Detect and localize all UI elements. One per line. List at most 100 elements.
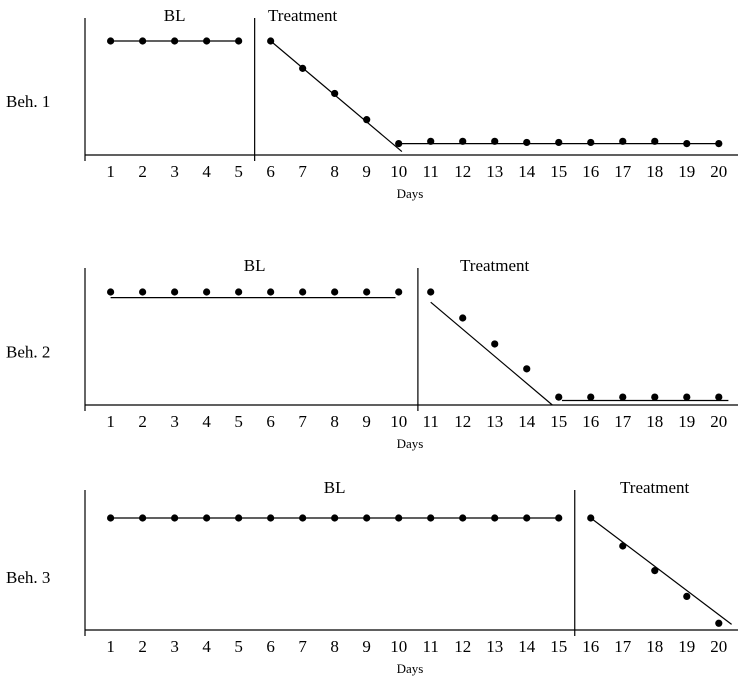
data-point [139,37,147,45]
x-tick-label: 9 [362,637,371,656]
data-point [651,137,659,145]
data-point [171,37,179,45]
x-tick-label: 5 [234,637,243,656]
x-tick-label: 1 [106,637,115,656]
data-point [523,365,531,373]
x-tick-label: 6 [266,412,275,431]
data-point [587,393,595,401]
y-axis-label: Beh. 1 [6,92,50,111]
x-tick-label: 19 [678,412,695,431]
x-tick-label: 16 [582,162,599,181]
x-tick-label: 19 [678,637,695,656]
x-tick-label: 7 [298,162,307,181]
x-tick-label: 2 [138,637,147,656]
x-tick-label: 2 [138,412,147,431]
x-tick-label: 4 [202,637,211,656]
data-point [555,514,563,522]
data-point [491,137,499,145]
x-tick-label: 20 [710,412,727,431]
data-point [139,514,147,522]
data-point [267,514,275,522]
data-point [555,138,563,147]
data-point [235,37,243,45]
data-point [395,288,403,296]
x-tick-label: 13 [486,637,503,656]
data-point [715,619,723,627]
data-point [651,393,659,401]
data-point [203,288,211,296]
phase-label: BL [244,256,266,275]
data-point [235,514,243,522]
x-tick-label: 14 [518,637,536,656]
data-point [683,393,691,401]
x-tick-label: 5 [234,162,243,181]
data-point [395,140,403,148]
data-point [203,514,211,522]
x-tick-label: 11 [423,162,439,181]
data-point [651,567,659,575]
data-point [523,514,531,522]
x-tick-label: 1 [106,162,115,181]
x-tick-label: 15 [550,162,567,181]
x-tick-label: 13 [486,162,503,181]
data-point [427,514,435,522]
data-point [715,140,723,148]
x-tick-label: 14 [518,162,536,181]
data-point [107,514,115,522]
data-point [299,514,307,522]
y-axis-label: Beh. 2 [6,342,50,361]
phase-label: BL [164,6,186,25]
data-point [363,288,371,296]
x-tick-label: 16 [582,637,599,656]
data-point [619,542,627,550]
x-tick-label: 2 [138,162,147,181]
x-tick-label: 10 [390,162,407,181]
x-tick-label: 3 [170,162,179,181]
y-axis-label: Beh. 3 [6,568,50,587]
x-tick-label: 8 [330,412,339,431]
x-tick-label: 3 [170,412,179,431]
x-tick-label: 12 [454,637,471,656]
x-tick-label: 11 [423,637,439,656]
data-point [523,138,531,147]
x-tick-label: 10 [390,412,407,431]
x-tick-label: 8 [330,162,339,181]
x-axis-label: Days [397,661,424,676]
trend-line [590,517,732,625]
data-point [267,37,275,45]
data-point [491,340,499,348]
phase-label: Treatment [620,478,690,497]
data-point [619,393,627,401]
data-point [459,314,467,322]
data-point [427,137,435,145]
data-point [331,89,339,98]
data-point [331,514,339,522]
x-tick-label: 19 [678,162,695,181]
x-tick-label: 9 [362,412,371,431]
phase-label: BL [324,478,346,497]
x-tick-label: 17 [614,412,632,431]
phase-label: Treatment [460,256,530,275]
data-point [459,137,467,145]
x-tick-label: 7 [298,637,307,656]
x-tick-label: 12 [454,412,471,431]
x-tick-label: 16 [582,412,599,431]
x-axis-label: Days [397,436,424,451]
data-point [683,140,691,148]
data-point [587,138,595,147]
x-tick-label: 5 [234,412,243,431]
data-point [715,393,723,401]
x-tick-label: 17 [614,162,632,181]
data-point [171,514,179,522]
data-point [363,116,371,124]
data-point [491,514,499,522]
x-tick-label: 8 [330,637,339,656]
x-tick-label: 15 [550,412,567,431]
x-tick-label: 7 [298,412,307,431]
x-tick-label: 3 [170,637,179,656]
data-point [107,37,115,45]
data-point [107,288,115,296]
data-point [619,137,627,145]
data-point [267,288,275,296]
